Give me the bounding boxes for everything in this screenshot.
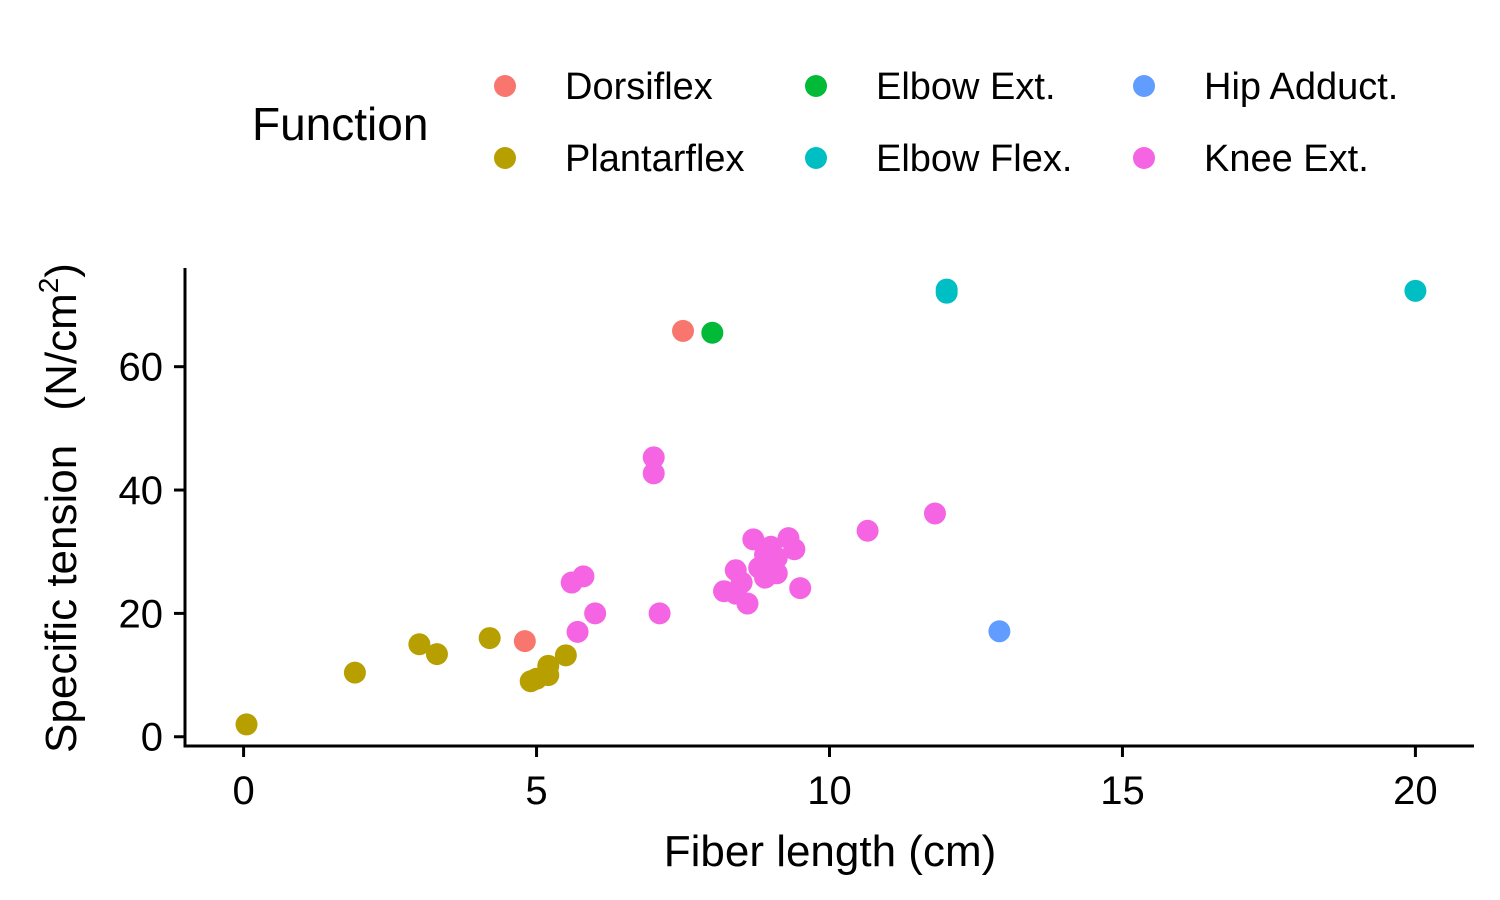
data-point-plantarflex (235, 713, 258, 736)
legend-item-hip-adduct: Hip Adduct. (1133, 66, 1398, 108)
legend-label-elbow-ext: Elbow Ext. (876, 66, 1056, 108)
legend-key-knee-ext (1133, 147, 1155, 169)
y-axis-title: Specific tension (N/cm2) (33, 263, 86, 753)
data-point-knee-ext (742, 528, 765, 551)
data-point-knee-ext (730, 571, 753, 594)
x-tick-label: 15 (1100, 769, 1145, 813)
x-axis-title: Fiber length (cm) (664, 827, 997, 876)
data-point-plantarflex (408, 633, 431, 656)
data-point-knee-ext (584, 602, 607, 625)
svg-text:Specific tension (N/cm2): Specific tension (N/cm2) (33, 263, 86, 753)
y-axis-title-close: ) (37, 263, 86, 278)
data-point-knee-ext (736, 592, 759, 615)
plot-area: 0 5 10 15 20 0 20 40 60 (119, 268, 1474, 813)
data-point-plantarflex (343, 661, 366, 684)
legend-item-elbow-flex: Elbow Flex. (805, 138, 1072, 180)
legend-item-knee-ext: Knee Ext. (1133, 138, 1369, 180)
y-tick-label: 40 (119, 469, 164, 513)
x-tick-label: 10 (807, 769, 852, 813)
data-point-plantarflex (478, 627, 501, 650)
y-tick-label: 20 (119, 592, 164, 636)
x-tick-label: 5 (525, 769, 547, 813)
data-point-dorsiflex (672, 319, 695, 342)
data-point-knee-ext (642, 462, 665, 485)
data-point-knee-ext (566, 620, 589, 643)
data-point-knee-ext (923, 502, 946, 525)
legend-item-elbow-ext: Elbow Ext. (805, 66, 1056, 108)
data-point-knee-ext (783, 538, 806, 561)
data-point-plantarflex (537, 654, 560, 677)
legend-label-plantarflex: Plantarflex (565, 138, 745, 180)
legend-label-elbow-flex: Elbow Flex. (876, 138, 1072, 180)
legend-item-plantarflex: Plantarflex (494, 138, 745, 180)
y-axis-title-unit: (N/cm (37, 293, 86, 410)
data-point-elbow-flex (935, 278, 958, 301)
data-point-knee-ext (856, 519, 879, 542)
data-point-elbow-flex (1404, 279, 1427, 302)
data-point-knee-ext (765, 562, 788, 585)
y-axis-title-sup: 2 (33, 278, 64, 294)
x-tick-label: 20 (1393, 769, 1438, 813)
legend-title: Function (252, 98, 428, 150)
y-tick-label: 0 (141, 716, 163, 760)
data-point-knee-ext (572, 565, 595, 588)
legend-key-elbow-ext (805, 75, 827, 97)
x-tick-label: 0 (232, 769, 254, 813)
legend-key-dorsiflex (494, 75, 516, 97)
legend-label-dorsiflex: Dorsiflex (565, 66, 713, 108)
data-point-plantarflex (554, 644, 577, 667)
legend-key-plantarflex (494, 147, 516, 169)
legend-item-dorsiflex: Dorsiflex (494, 66, 713, 108)
legend-key-elbow-flex (805, 147, 827, 169)
legend: Function Dorsiflex Plantarflex Elbow Ext. E… (252, 66, 1398, 180)
data-point-plantarflex (425, 643, 448, 666)
data-point-knee-ext (648, 602, 671, 625)
data-point-knee-ext (642, 446, 665, 469)
y-axis-title-main: Specific tension (37, 445, 86, 753)
data-point-hip-adduct (988, 620, 1011, 643)
legend-label-hip-adduct: Hip Adduct. (1204, 66, 1398, 108)
legend-label-knee-ext: Knee Ext. (1204, 138, 1369, 180)
data-point-dorsiflex (513, 630, 536, 653)
data-point-elbow-ext (701, 321, 724, 344)
data-point-knee-ext (765, 546, 788, 569)
legend-key-hip-adduct (1133, 75, 1155, 97)
data-point-knee-ext (789, 577, 812, 600)
y-tick-label: 60 (119, 346, 164, 390)
